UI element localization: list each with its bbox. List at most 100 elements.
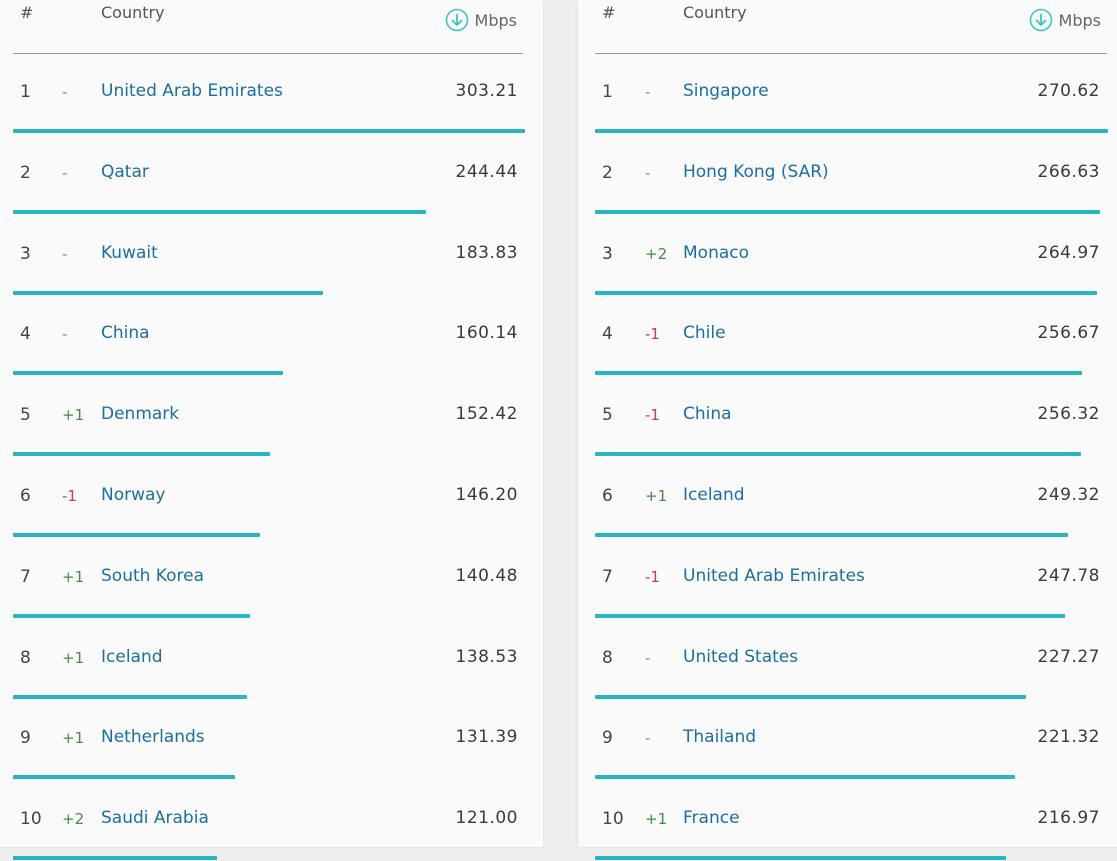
table-row[interactable]: 9 - Thailand 221.32 <box>578 699 1117 780</box>
speed-bar <box>13 856 218 861</box>
speed-bar <box>595 856 1007 861</box>
speed-value: 121.00 <box>455 808 518 829</box>
country-link[interactable]: Saudi Arabia <box>101 808 209 829</box>
speed-unit-label: Mbps <box>474 10 517 30</box>
download-arrow-icon <box>1029 8 1052 32</box>
speed-value: 264.97 <box>1037 242 1100 263</box>
table-row[interactable]: 5 +1 Denmark 152.42 <box>0 376 543 457</box>
rank-change: -1 <box>645 325 660 344</box>
country-link[interactable]: China <box>683 404 732 425</box>
speed-column-header[interactable]: Mbps <box>1029 8 1101 32</box>
table-row[interactable]: 7 -1 United Arab Emirates 247.78 <box>578 538 1117 619</box>
rank-number: 7 <box>602 566 613 587</box>
rank-change: - <box>645 83 651 101</box>
rank-number: 5 <box>602 405 613 426</box>
country-link[interactable]: Qatar <box>101 161 149 182</box>
speed-bar <box>13 290 324 295</box>
rank-number: 2 <box>20 162 31 183</box>
table-row[interactable]: 8 +1 Iceland 138.53 <box>0 619 543 700</box>
rank-number: 9 <box>602 728 613 749</box>
rank-change: -1 <box>645 567 660 586</box>
table-rows: 1 - Singapore 270.62 2 - Hong Kong (SAR) 266.63… <box>578 53 1117 861</box>
country-link[interactable]: China <box>101 323 150 344</box>
country-link[interactable]: Kuwait <box>101 242 158 263</box>
table-row[interactable]: 5 -1 China 256.32 <box>578 376 1117 457</box>
speed-value: 247.78 <box>1037 565 1100 586</box>
table-row[interactable]: 6 -1 Norway 146.20 <box>0 457 543 538</box>
country-link[interactable]: Monaco <box>683 242 750 263</box>
speed-value: 140.48 <box>455 565 518 586</box>
rank-number: 5 <box>20 405 31 426</box>
rank-number: 3 <box>20 243 31 264</box>
speed-value: 303.21 <box>455 81 518 101</box>
table-row[interactable]: 10 +2 Saudi Arabia 121.00 <box>0 780 543 861</box>
speed-value: 146.20 <box>455 484 518 505</box>
speed-value: 216.97 <box>1037 808 1100 829</box>
speed-unit-label: Mbps <box>1058 10 1101 30</box>
table-row[interactable]: 3 - Kuwait 183.83 <box>0 215 543 296</box>
rank-change: +1 <box>62 729 85 748</box>
speed-value: 221.32 <box>1037 727 1100 748</box>
country-link[interactable]: Iceland <box>101 646 163 667</box>
rank-number: 4 <box>20 324 31 345</box>
rank-change: +2 <box>62 810 85 829</box>
speed-value: 270.62 <box>1037 81 1100 101</box>
table-row[interactable]: 2 - Qatar 244.44 <box>0 134 543 215</box>
table-row[interactable]: 10 +1 France 216.97 <box>578 780 1117 861</box>
speed-bar <box>13 209 426 214</box>
country-link[interactable]: France <box>683 808 740 829</box>
table-row[interactable]: 6 +1 Iceland 249.32 <box>578 457 1117 538</box>
rank-number: 2 <box>602 162 613 183</box>
table-row[interactable]: 7 +1 South Korea 140.48 <box>0 538 543 619</box>
speed-bar <box>595 452 1081 457</box>
table-row[interactable]: 9 +1 Netherlands 131.39 <box>0 699 543 780</box>
speed-bar <box>13 613 251 618</box>
country-link[interactable]: Chile <box>683 323 726 344</box>
country-link[interactable]: United Arab Emirates <box>101 81 283 101</box>
country-link[interactable]: Norway <box>101 484 166 505</box>
speed-bar <box>595 694 1026 699</box>
speed-value: 244.44 <box>455 161 518 182</box>
rank-number: 7 <box>20 566 31 587</box>
rank-number: 6 <box>602 485 613 506</box>
country-link[interactable]: Netherlands <box>101 727 205 748</box>
speed-value: 227.27 <box>1037 646 1100 667</box>
country-link[interactable]: South Korea <box>101 565 205 586</box>
country-link[interactable]: United Arab Emirates <box>683 565 865 586</box>
table-header: # Country Mbps <box>595 0 1107 54</box>
rank-change: - <box>62 83 68 101</box>
table-row[interactable]: 3 +2 Monaco 264.97 <box>578 215 1117 296</box>
table-row[interactable]: 4 - China 160.14 <box>0 295 543 376</box>
speed-column-header[interactable]: Mbps <box>445 8 517 32</box>
speed-bar <box>595 532 1068 537</box>
rank-change: +1 <box>62 648 85 667</box>
table-row[interactable]: 8 - United States 227.27 <box>578 619 1117 700</box>
table-row[interactable]: 1 - United Arab Emirates 303.21 <box>0 53 543 134</box>
country-link[interactable]: Hong Kong (SAR) <box>683 161 829 182</box>
table-row[interactable]: 4 -1 Chile 256.67 <box>578 295 1117 376</box>
country-link[interactable]: Thailand <box>683 727 757 748</box>
table-row[interactable]: 1 - Singapore 270.62 <box>578 53 1117 134</box>
rank-number: 8 <box>602 647 613 668</box>
rank-number: 9 <box>20 728 31 749</box>
rank-change: -1 <box>645 406 660 425</box>
country-link[interactable]: United States <box>683 646 799 667</box>
speed-value: 183.83 <box>455 242 518 263</box>
rank-change: +1 <box>645 486 668 505</box>
speed-bar <box>13 452 271 457</box>
country-column-header[interactable]: Country <box>101 3 165 22</box>
speed-value: 152.42 <box>455 404 518 425</box>
country-link[interactable]: Denmark <box>101 404 180 425</box>
rank-number: 6 <box>20 485 31 506</box>
rank-number: 3 <box>602 243 613 264</box>
table-row[interactable]: 2 - Hong Kong (SAR) 266.63 <box>578 134 1117 215</box>
rank-column-header: # <box>20 3 34 22</box>
country-column-header[interactable]: Country <box>683 3 747 22</box>
table-header: # Country Mbps <box>13 0 523 54</box>
country-link[interactable]: Singapore <box>683 81 769 101</box>
speed-bar <box>595 371 1082 376</box>
table-rows: 1 - United Arab Emirates 303.21 2 - Qatar 244.4… <box>0 53 543 861</box>
country-link[interactable]: Iceland <box>683 484 745 505</box>
right-ranking-table: # Country Mbps 1 - Singapore 270.62 2 - Hong K… <box>578 0 1117 861</box>
rank-change: -1 <box>62 486 77 505</box>
